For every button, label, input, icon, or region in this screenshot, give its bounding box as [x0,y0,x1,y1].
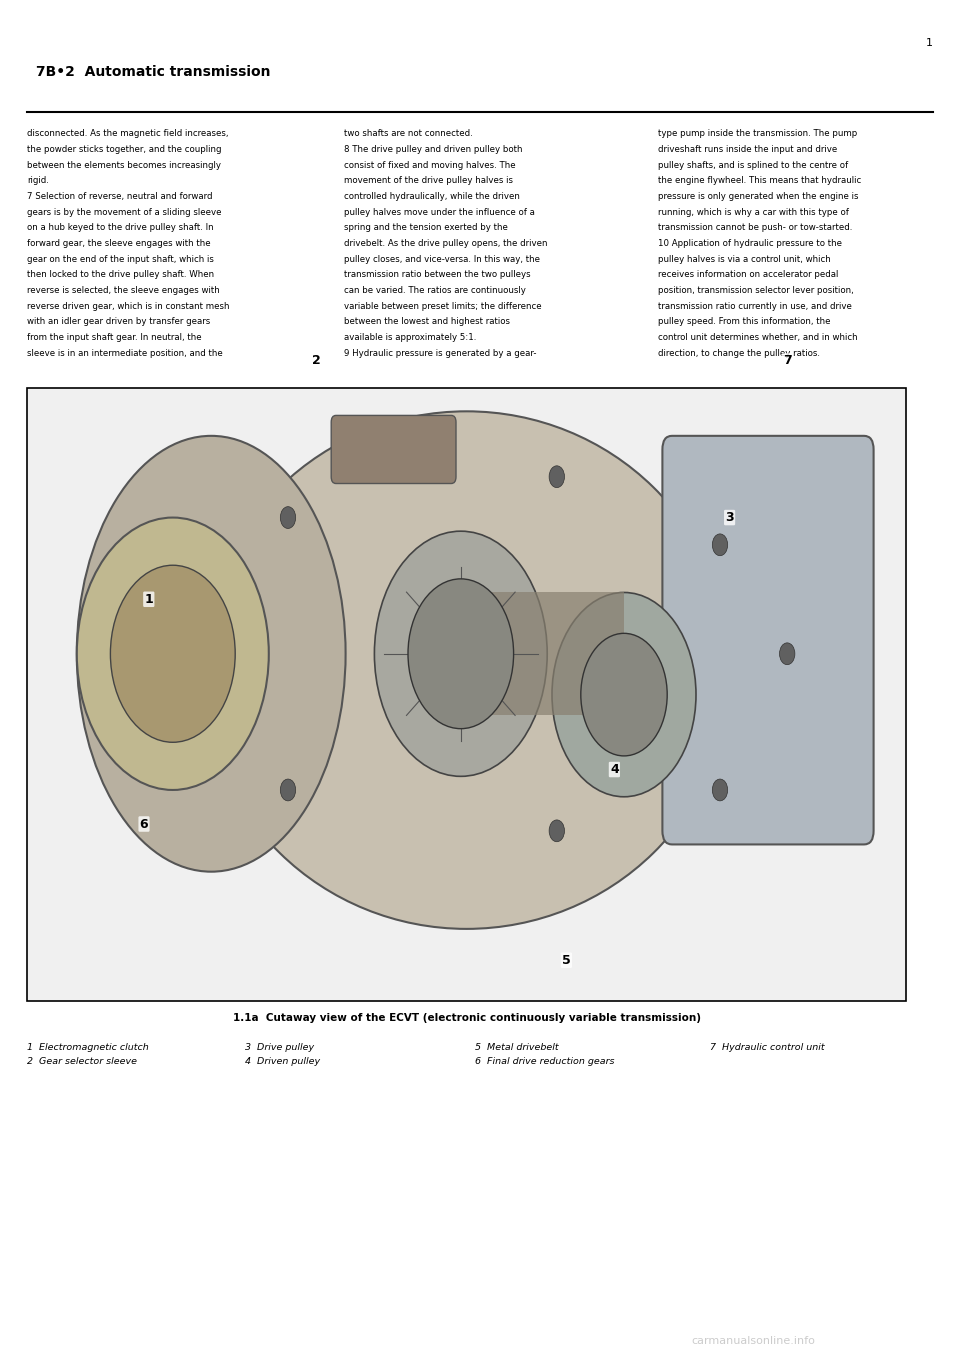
Text: direction, to change the pulley ratios.: direction, to change the pulley ratios. [658,349,820,358]
Text: 1: 1 [926,38,933,48]
Circle shape [712,534,728,556]
Text: pulley halves move under the influence of a: pulley halves move under the influence o… [344,207,535,217]
FancyBboxPatch shape [662,436,874,844]
Text: control unit determines whether, and in which: control unit determines whether, and in … [658,332,857,342]
Text: 5  Metal drivebelt: 5 Metal drivebelt [475,1043,559,1053]
Text: 5: 5 [562,953,571,967]
Text: transmission ratio between the two pulleys: transmission ratio between the two pulle… [344,270,530,279]
Text: between the lowest and highest ratios: between the lowest and highest ratios [344,317,510,327]
Ellipse shape [77,436,346,872]
Text: from the input shaft gear. In neutral, the: from the input shaft gear. In neutral, t… [27,332,202,342]
Bar [27,388,906,1001]
Circle shape [780,643,795,665]
Circle shape [77,518,269,790]
Text: 3  Drive pulley: 3 Drive pulley [245,1043,314,1053]
Text: reverse is selected, the sleeve engages with: reverse is selected, the sleeve engages … [27,286,220,296]
Text: 7 Selection of reverse, neutral and forward: 7 Selection of reverse, neutral and forw… [27,192,212,202]
Ellipse shape [203,411,731,929]
Text: gears is by the movement of a sliding sleeve: gears is by the movement of a sliding sl… [27,207,222,217]
Text: pressure is only generated when the engine is: pressure is only generated when the engi… [658,192,858,202]
Text: receives information on accelerator pedal: receives information on accelerator peda… [658,270,838,279]
Text: available is approximately 5:1.: available is approximately 5:1. [344,332,476,342]
Text: type pump inside the transmission. The pump: type pump inside the transmission. The p… [658,129,857,139]
Circle shape [110,565,235,742]
Text: reverse driven gear, which is in constant mesh: reverse driven gear, which is in constan… [27,301,229,311]
Text: pulley speed. From this information, the: pulley speed. From this information, the [658,317,830,327]
FancyBboxPatch shape [331,415,456,484]
Text: disconnected. As the magnetic field increases,: disconnected. As the magnetic field incr… [27,129,228,139]
Text: movement of the drive pulley halves is: movement of the drive pulley halves is [344,176,513,185]
Text: pulley halves is via a control unit, which: pulley halves is via a control unit, whi… [658,255,830,264]
Text: on a hub keyed to the drive pulley shaft. In: on a hub keyed to the drive pulley shaft… [27,223,213,233]
Text: pulley closes, and vice-versa. In this way, the: pulley closes, and vice-versa. In this w… [344,255,540,264]
Text: 10 Application of hydraulic pressure to the: 10 Application of hydraulic pressure to … [658,238,842,248]
Text: 4: 4 [610,763,619,776]
Text: consist of fixed and moving halves. The: consist of fixed and moving halves. The [344,161,516,170]
Text: position, transmission selector lever position,: position, transmission selector lever po… [658,286,853,296]
Circle shape [581,633,667,756]
Text: can be varied. The ratios are continuously: can be varied. The ratios are continuous… [344,286,525,296]
Text: carmanualsonline.info: carmanualsonline.info [691,1336,815,1346]
Text: controlled hydraulically, while the driven: controlled hydraulically, while the driv… [344,192,519,202]
Text: 7  Hydraulic control unit: 7 Hydraulic control unit [710,1043,825,1053]
Text: the powder sticks together, and the coupling: the powder sticks together, and the coup… [27,144,222,154]
Text: 7B•2  Automatic transmission: 7B•2 Automatic transmission [36,65,271,79]
Text: 3: 3 [726,511,733,524]
Text: running, which is why a car with this type of: running, which is why a car with this ty… [658,207,849,217]
Circle shape [408,579,514,729]
Text: transmission cannot be push- or tow-started.: transmission cannot be push- or tow-star… [658,223,852,233]
Text: 6: 6 [140,817,148,831]
Circle shape [552,592,696,797]
Text: drivebelt. As the drive pulley opens, the driven: drivebelt. As the drive pulley opens, th… [344,238,547,248]
Text: gear on the end of the input shaft, which is: gear on the end of the input shaft, whic… [27,255,214,264]
Circle shape [712,779,728,801]
Circle shape [280,507,296,528]
Circle shape [549,466,564,488]
Text: driveshaft runs inside the input and drive: driveshaft runs inside the input and dri… [658,144,837,154]
Text: 9 Hydraulic pressure is generated by a gear-: 9 Hydraulic pressure is generated by a g… [344,349,537,358]
Text: 1.1a  Cutaway view of the ECVT (electronic continuously variable transmission): 1.1a Cutaway view of the ECVT (electroni… [232,1013,701,1023]
Text: pulley shafts, and is splined to the centre of: pulley shafts, and is splined to the cen… [658,161,848,170]
Text: 2: 2 [312,354,322,368]
Circle shape [280,779,296,801]
Text: rigid.: rigid. [27,176,49,185]
Circle shape [374,531,547,776]
Text: 2  Gear selector sleeve: 2 Gear selector sleeve [27,1057,137,1066]
Text: two shafts are not connected.: two shafts are not connected. [344,129,472,139]
Text: 6  Final drive reduction gears: 6 Final drive reduction gears [475,1057,614,1066]
Text: with an idler gear driven by transfer gears: with an idler gear driven by transfer ge… [27,317,210,327]
Text: forward gear, the sleeve engages with the: forward gear, the sleeve engages with th… [27,238,210,248]
Text: 7: 7 [782,354,792,368]
Text: 1: 1 [144,592,154,606]
Text: between the elements becomes increasingly: between the elements becomes increasingl… [27,161,221,170]
Text: variable between preset limits; the difference: variable between preset limits; the diff… [344,301,541,311]
Text: transmission ratio currently in use, and drive: transmission ratio currently in use, and… [658,301,852,311]
Text: sleeve is in an intermediate position, and the: sleeve is in an intermediate position, a… [27,349,223,358]
Text: spring and the tension exerted by the: spring and the tension exerted by the [344,223,508,233]
Text: 4  Driven pulley: 4 Driven pulley [245,1057,320,1066]
Circle shape [549,820,564,842]
Text: then locked to the drive pulley shaft. When: then locked to the drive pulley shaft. W… [27,270,214,279]
Text: the engine flywheel. This means that hydraulic: the engine flywheel. This means that hyd… [658,176,861,185]
Text: 8 The drive pulley and driven pulley both: 8 The drive pulley and driven pulley bot… [344,144,522,154]
Text: 1  Electromagnetic clutch: 1 Electromagnetic clutch [27,1043,149,1053]
